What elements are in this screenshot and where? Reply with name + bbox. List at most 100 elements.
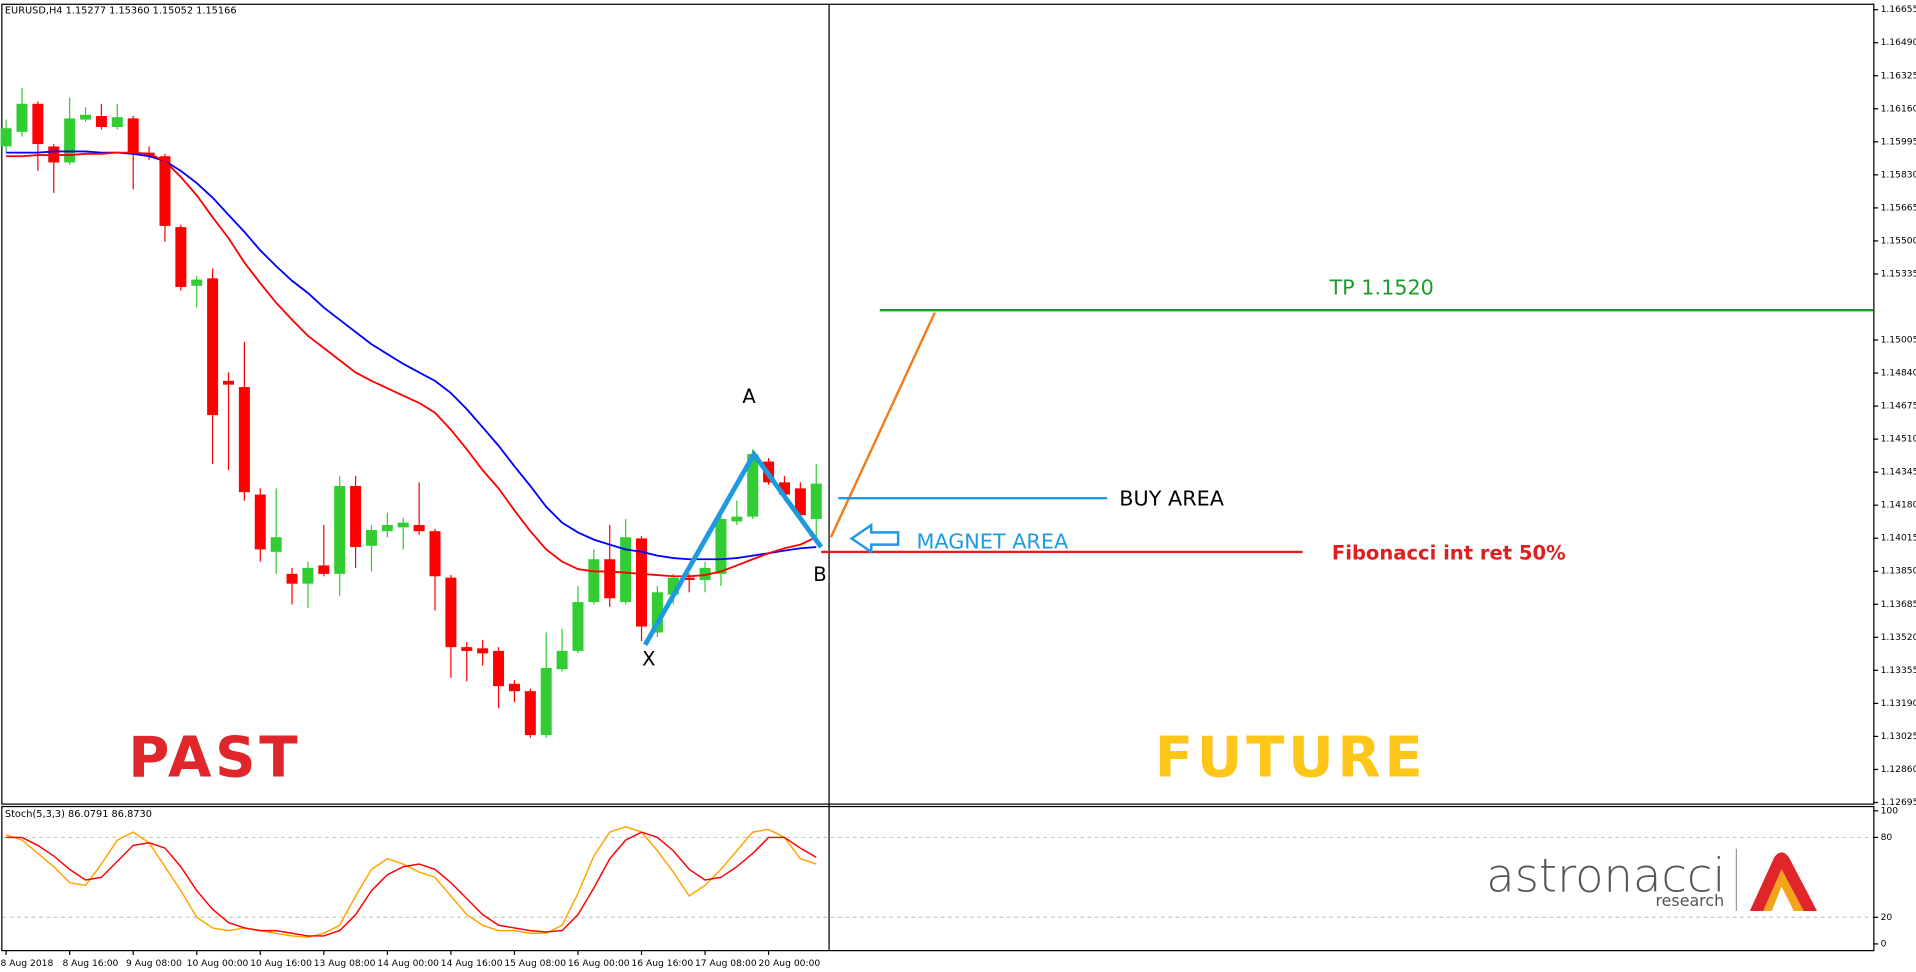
y-tick-label: 1.16325	[1881, 70, 1916, 81]
y-tick-label: 1.13355	[1881, 665, 1916, 676]
y-tick-label: 1.16490	[1881, 37, 1916, 48]
xab-pattern	[643, 449, 824, 646]
magnet-arrow	[849, 522, 900, 555]
tp-label: TP 1.1520	[1328, 275, 1433, 299]
x-tick-label: 14 Aug 00:00	[377, 958, 439, 969]
x-tick-label: 10 Aug 16:00	[250, 958, 312, 969]
x-tick-label: 14 Aug 16:00	[441, 958, 503, 969]
candle-body	[0, 128, 12, 147]
candle-body	[16, 103, 28, 132]
y-tick-label: 1.15995	[1881, 136, 1916, 147]
candle-body	[651, 592, 663, 633]
candle-body	[636, 538, 648, 627]
candle-body	[731, 516, 743, 522]
moving-average	[6, 151, 817, 578]
y-tick-label: 20	[1881, 912, 1893, 923]
magnet-label: MAGNET AREA	[916, 529, 1068, 553]
y-tick-label: 1.16160	[1881, 103, 1916, 114]
candle-body	[159, 156, 171, 226]
candle-body	[223, 380, 235, 385]
candle-body	[620, 537, 632, 603]
y-tick-label: 1.13685	[1881, 599, 1916, 610]
y-tick-label: 1.15500	[1881, 235, 1916, 246]
y-tick-label: 1.15005	[1881, 335, 1916, 346]
x-tick-label: 17 Aug 08:00	[695, 958, 757, 969]
candle-body	[365, 530, 377, 546]
y-tick-label: 1.15335	[1881, 268, 1916, 279]
candle-body	[461, 647, 473, 651]
candle-body	[699, 567, 711, 581]
candle-body	[556, 650, 568, 670]
y-tick-label: 1.16655	[1881, 4, 1916, 15]
projection-line	[829, 312, 936, 538]
fib-label: Fibonacci int ret 50%	[1332, 541, 1566, 564]
y-tick-label: 0	[1881, 938, 1887, 949]
y-tick-label: 1.14015	[1881, 533, 1916, 544]
point-label: B	[813, 563, 826, 586]
y-tick-label: 1.15665	[1881, 202, 1916, 213]
candle-body	[778, 482, 790, 495]
x-tick-label: 9 Aug 08:00	[126, 958, 182, 969]
marks: 1.16655 1.16490 1.16325 1.16160 1.15995 1.158…	[0, 4, 1916, 969]
logo-name: astronacci	[1486, 848, 1725, 902]
candle-body	[381, 525, 393, 532]
x-tick-label: 8 Aug 16:00	[62, 958, 118, 969]
candle-body	[397, 522, 409, 528]
candle-body	[254, 494, 266, 550]
candle-body	[64, 118, 76, 163]
candle-body	[111, 117, 123, 128]
candle-body	[572, 602, 584, 651]
candle-body	[191, 279, 203, 286]
stoch-title: Stoch(5,3,3) 86.0791 86.8730	[5, 809, 152, 820]
candle-body	[334, 485, 346, 574]
logo-tagline: research	[1656, 891, 1725, 910]
y-tick-label: 1.14675	[1881, 401, 1916, 412]
candle-body	[207, 278, 219, 416]
y-tick-label: 1.12860	[1881, 764, 1916, 775]
candle-body	[286, 573, 298, 584]
x-tick-label: 8 Aug 2018	[0, 958, 53, 969]
candle-body	[95, 115, 107, 128]
y-tick-label: 1.13190	[1881, 698, 1916, 709]
x-tick-label: 15 Aug 08:00	[504, 958, 566, 969]
y-tick-label: 1.13520	[1881, 632, 1916, 643]
candle-body	[270, 537, 282, 552]
candle-body	[810, 483, 822, 520]
candle-body	[794, 488, 806, 516]
main-panel	[1, 3, 1875, 805]
candle-body	[747, 454, 759, 517]
stoch-line	[5, 826, 817, 938]
logo-icon	[1749, 852, 1818, 911]
y-tick-label: 1.14840	[1881, 368, 1916, 379]
logo-icon-inner	[1763, 869, 1804, 911]
candle-body	[715, 519, 727, 574]
y-tick-label: 100	[1881, 805, 1899, 816]
candle-body	[524, 691, 536, 736]
candle-body	[604, 559, 616, 599]
y-tick-label: 1.14510	[1881, 434, 1916, 445]
point-label: A	[742, 385, 756, 408]
y-tick-label: 1.13850	[1881, 566, 1916, 577]
candle-body	[413, 525, 425, 532]
y-tick-label: 80	[1881, 832, 1893, 843]
x-tick-label: 16 Aug 16:00	[631, 958, 693, 969]
x-tick-label: 20 Aug 00:00	[758, 958, 820, 969]
candle-body	[493, 650, 505, 687]
y-tick-label: 1.12695	[1881, 797, 1916, 808]
x-tick-label: 13 Aug 08:00	[314, 958, 376, 969]
moving-average	[6, 150, 817, 561]
candle-body	[445, 577, 457, 648]
stoch-panel	[1, 805, 1875, 952]
candle-body	[175, 227, 187, 287]
candle-body	[540, 667, 552, 736]
candle-body	[238, 387, 250, 493]
candle-body	[667, 577, 679, 595]
candle-body	[350, 485, 362, 548]
candle-body	[429, 531, 441, 577]
candle-body	[32, 103, 44, 145]
candle-body	[127, 118, 139, 153]
candle-body	[302, 567, 314, 584]
y-tick-label: 1.13025	[1881, 731, 1916, 742]
